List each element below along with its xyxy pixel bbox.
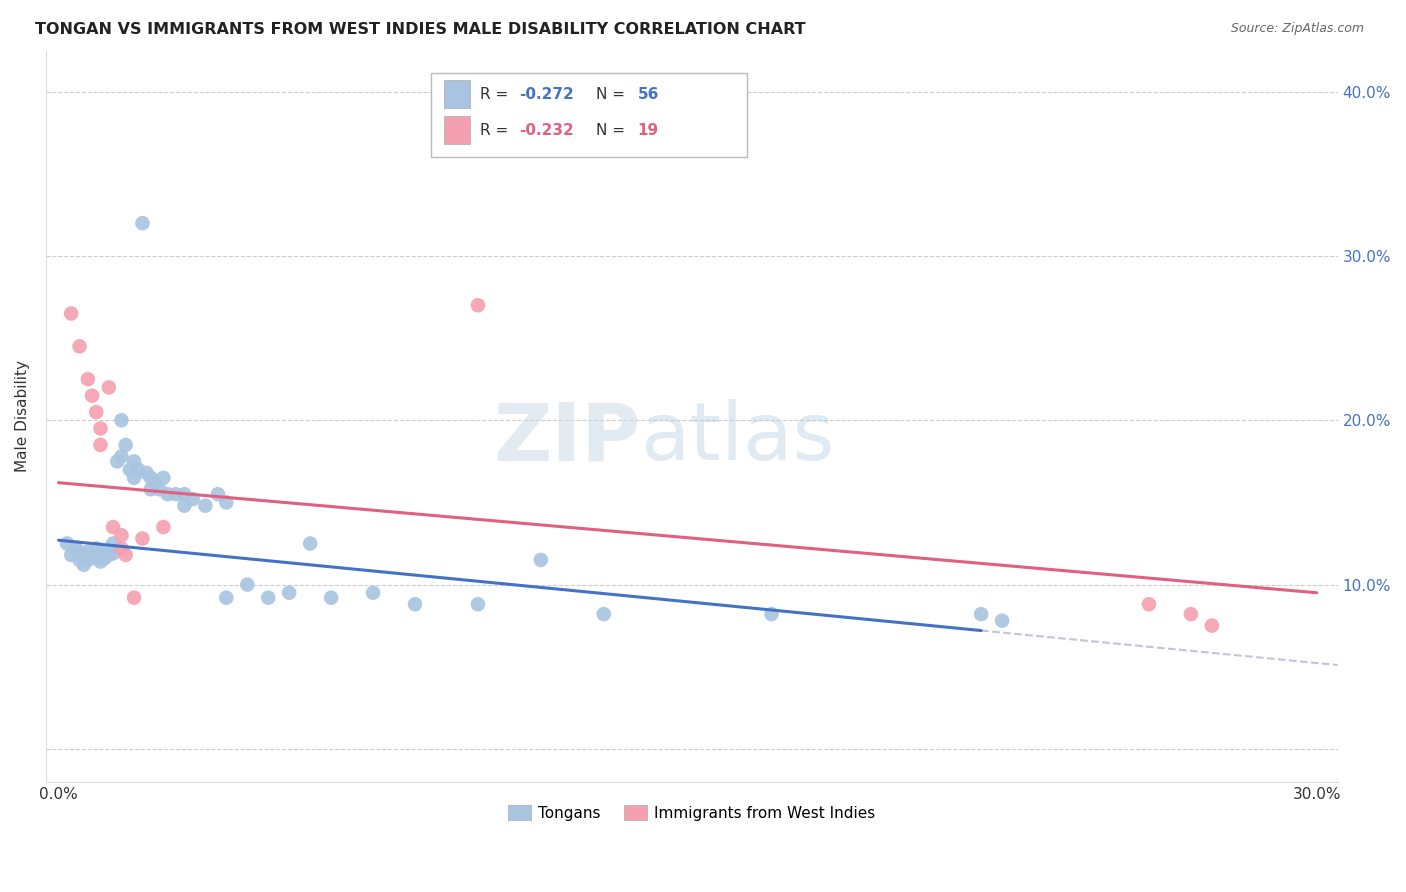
Point [156,487,179,501]
FancyBboxPatch shape [444,80,470,108]
Point [181,492,204,507]
Point [1137,597,1160,611]
FancyBboxPatch shape [444,116,470,145]
Point [97,548,120,562]
Point [93,551,115,566]
Point [135,466,157,480]
Point [761,607,783,621]
Point [278,586,301,600]
Point [118,462,141,476]
Text: N =: N = [596,123,630,137]
Point [101,520,124,534]
Point [127,462,149,476]
Point [1201,618,1223,632]
Point [467,597,489,611]
Point [56,536,79,550]
Point [65,541,87,556]
Point [110,528,132,542]
Point [89,421,111,435]
Point [101,536,124,550]
Point [122,454,145,468]
Point [173,487,195,501]
Text: Source: ZipAtlas.com: Source: ZipAtlas.com [1230,22,1364,36]
Point [69,553,91,567]
Point [299,536,322,550]
Point [114,438,136,452]
Text: 19: 19 [637,123,658,137]
Text: ZIP: ZIP [494,399,640,477]
Point [122,591,145,605]
Point [77,544,100,558]
Point [165,487,187,501]
Point [152,520,174,534]
Text: R =: R = [479,87,513,102]
Point [110,450,132,464]
Point [131,532,153,546]
Point [215,591,238,605]
Point [84,551,107,566]
Text: 56: 56 [637,87,659,102]
Point [73,548,96,562]
Point [530,553,553,567]
Point [114,548,136,562]
Point [84,405,107,419]
Point [139,483,162,497]
Point [143,475,166,490]
Text: R =: R = [479,123,513,137]
Point [173,499,195,513]
Point [991,614,1014,628]
Point [236,577,259,591]
Point [207,487,229,501]
Text: N =: N = [596,87,630,102]
Point [110,413,132,427]
Y-axis label: Male Disability: Male Disability [15,360,30,472]
Point [139,471,162,485]
Point [73,558,96,572]
Point [592,607,614,621]
Point [69,544,91,558]
Point [257,591,280,605]
Point [84,541,107,556]
Point [110,541,132,556]
Point [89,546,111,560]
Point [60,548,83,562]
Point [131,216,153,230]
Point [321,591,343,605]
Point [148,483,170,497]
Point [77,372,100,386]
Point [89,555,111,569]
Point [152,471,174,485]
Point [82,548,104,562]
Text: -0.272: -0.272 [519,87,574,102]
Text: TONGAN VS IMMIGRANTS FROM WEST INDIES MALE DISABILITY CORRELATION CHART: TONGAN VS IMMIGRANTS FROM WEST INDIES MA… [35,22,806,37]
Point [122,471,145,485]
Point [82,389,104,403]
Point [194,499,217,513]
FancyBboxPatch shape [430,72,748,157]
Text: -0.232: -0.232 [519,123,574,137]
Legend: Tongans, Immigrants from West Indies: Tongans, Immigrants from West Indies [502,798,882,827]
Point [404,597,426,611]
Point [97,380,120,394]
Point [970,607,993,621]
Point [77,553,100,567]
Point [93,544,115,558]
Point [89,438,111,452]
Point [467,298,489,312]
Point [105,454,128,468]
Point [1180,607,1202,621]
Point [361,586,384,600]
Point [215,495,238,509]
Point [69,339,91,353]
Point [101,546,124,560]
Text: atlas: atlas [640,399,835,477]
Point [60,306,83,320]
